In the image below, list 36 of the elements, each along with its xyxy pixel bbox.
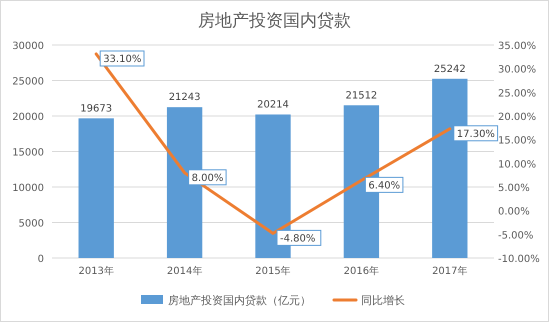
legend-label: 房地产投资国内贷款（亿元） xyxy=(168,294,311,307)
y2-tick-label: 25.00% xyxy=(498,88,536,100)
data-label: 25242 xyxy=(434,64,466,75)
y2-tick-label: 0.00% xyxy=(498,206,530,218)
y-tick-label: 10000 xyxy=(12,183,44,194)
y-tick-label: 5000 xyxy=(18,218,44,230)
data-label: 33.10% xyxy=(103,54,142,65)
y-tick-label: 0 xyxy=(38,254,44,265)
data-label: 21243 xyxy=(168,92,201,104)
data-label: 8.00% xyxy=(192,172,224,184)
chart-title: 房地产投资国内贷款 xyxy=(198,11,351,31)
y2-tick-label: 20.00% xyxy=(498,112,536,123)
y2-tick-label: -5.00% xyxy=(498,230,534,242)
data-label: 21512 xyxy=(345,90,378,102)
y2-tick-label: 30.00% xyxy=(498,64,536,76)
data-label: 20214 xyxy=(257,99,289,110)
y2-tick-label: 15.00% xyxy=(498,136,536,147)
y2-tick-label: 5.00% xyxy=(498,183,530,194)
y-tick-label: 20000 xyxy=(12,112,44,123)
x-tick-label: 2017年 xyxy=(432,265,468,277)
y2-tick-label: 35.00% xyxy=(498,41,536,52)
y2-tick-label: 10.00% xyxy=(498,159,536,170)
y-tick-label: 30000 xyxy=(12,41,44,52)
y-tick-label: 25000 xyxy=(12,76,44,88)
data-label: 17.30% xyxy=(456,128,495,140)
data-label: 6.40% xyxy=(368,180,400,192)
x-tick-label: 2015年 xyxy=(255,265,291,277)
data-label: -4.80% xyxy=(280,233,316,244)
y-tick-label: 15000 xyxy=(12,148,44,158)
data-label: 19673 xyxy=(80,103,112,114)
x-tick-label: 2014年 xyxy=(166,265,202,277)
x-tick-label: 2016年 xyxy=(344,265,380,277)
bar xyxy=(78,118,114,258)
y2-tick-label: -10.00% xyxy=(498,254,540,265)
x-tick-label: 2013年 xyxy=(78,265,114,277)
legend-label: 同比增长 xyxy=(361,294,405,307)
